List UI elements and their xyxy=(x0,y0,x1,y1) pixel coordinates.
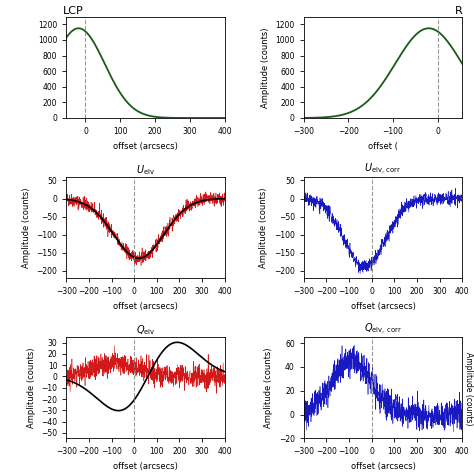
X-axis label: offset (: offset ( xyxy=(368,142,398,151)
X-axis label: offset (arcsecs): offset (arcsecs) xyxy=(351,462,415,471)
Title: $U_{\mathrm{elv,\,corr}}$: $U_{\mathrm{elv,\,corr}}$ xyxy=(365,162,401,177)
Y-axis label: Amplitude (counts): Amplitude (counts) xyxy=(27,347,36,428)
Text: Amplitude (counts): Amplitude (counts) xyxy=(464,352,473,426)
X-axis label: offset (arcsecs): offset (arcsecs) xyxy=(113,302,178,311)
Y-axis label: Amplitude (counts): Amplitude (counts) xyxy=(261,27,270,108)
Y-axis label: Amplitude (counts): Amplitude (counts) xyxy=(259,187,268,268)
Y-axis label: Amplitude (counts): Amplitude (counts) xyxy=(264,347,273,428)
Title: $Q_{\mathrm{elv}}$: $Q_{\mathrm{elv}}$ xyxy=(136,323,155,337)
X-axis label: offset (arcsecs): offset (arcsecs) xyxy=(113,142,178,151)
Text: LCP: LCP xyxy=(63,6,84,16)
X-axis label: offset (arcsecs): offset (arcsecs) xyxy=(351,302,415,311)
Text: R: R xyxy=(455,6,462,16)
Title: $Q_{\mathrm{elv,\,corr}}$: $Q_{\mathrm{elv,\,corr}}$ xyxy=(364,322,402,337)
Title: $U_{\mathrm{elv}}$: $U_{\mathrm{elv}}$ xyxy=(136,163,155,177)
X-axis label: offset (arcsecs): offset (arcsecs) xyxy=(113,462,178,471)
Y-axis label: Amplitude (counts): Amplitude (counts) xyxy=(22,187,31,268)
